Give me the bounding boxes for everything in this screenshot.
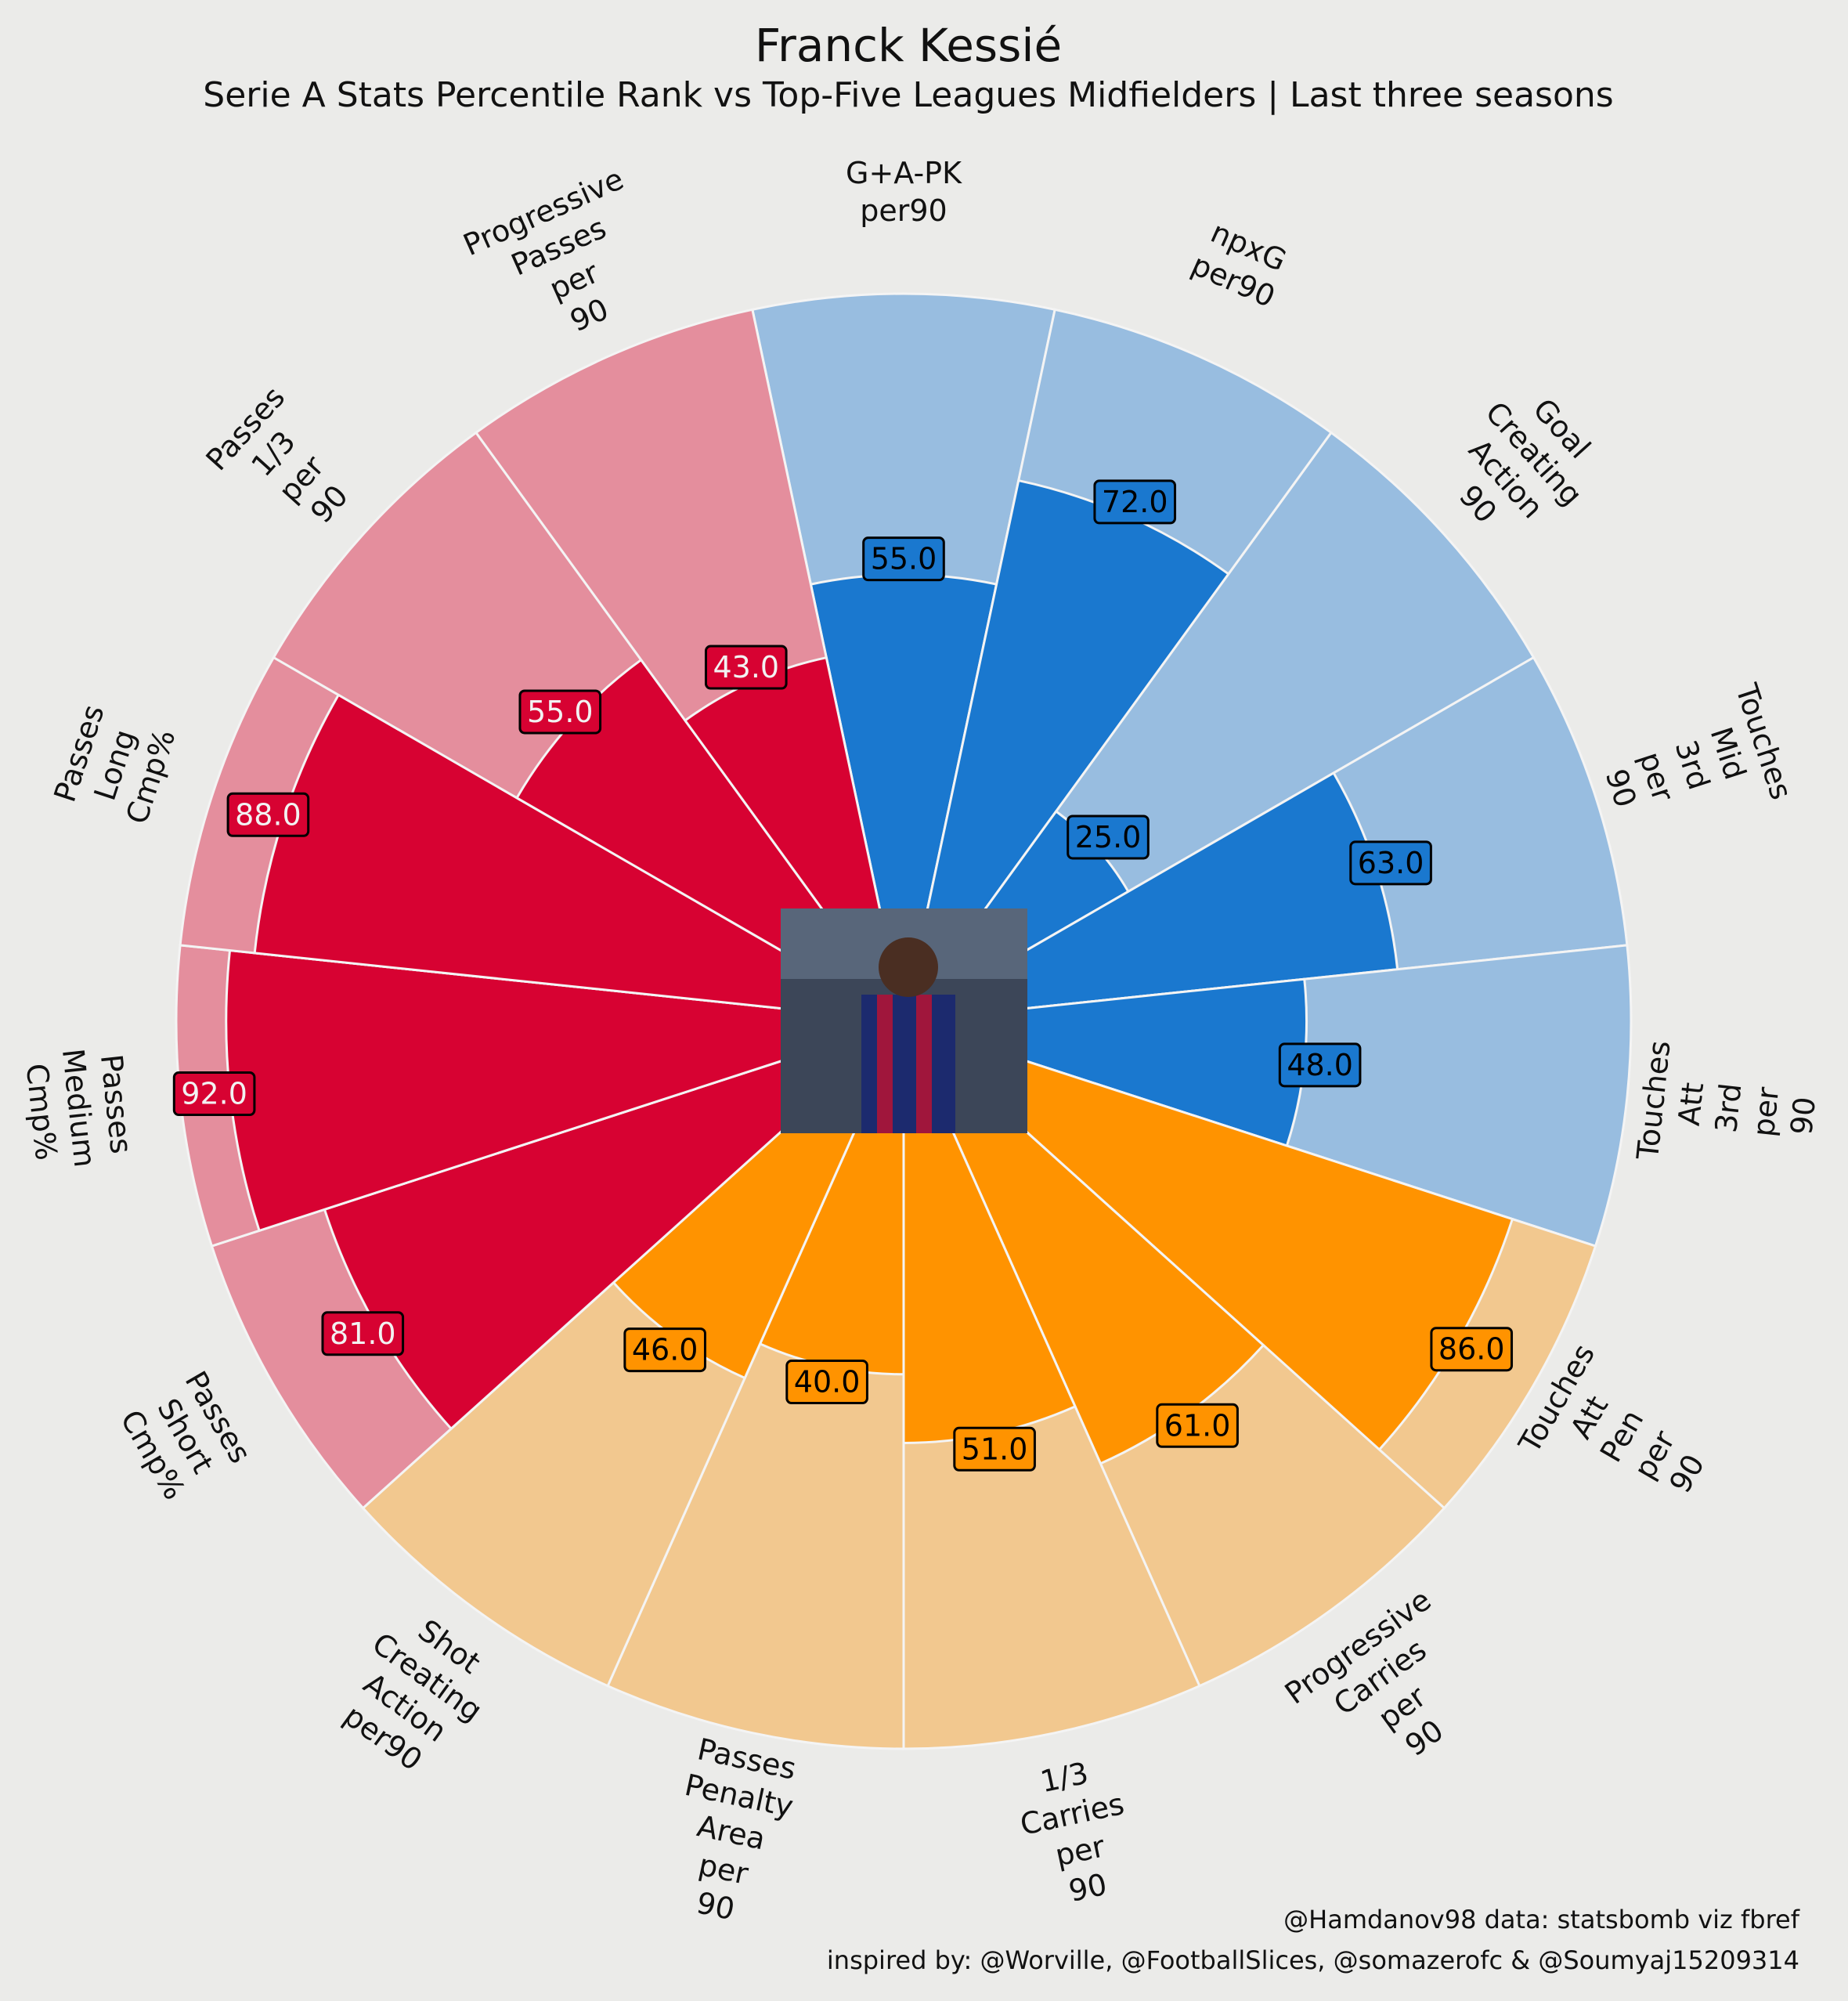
category-label-line: Att <box>1672 1081 1711 1127</box>
category-label-line: Cmp% <box>20 1062 64 1162</box>
category-label-line: G+A-PK <box>846 156 962 190</box>
value-label-box <box>1430 1327 1514 1372</box>
category-label: 1/3Carriesper90 <box>1009 1750 1142 1916</box>
category-label: TouchesMid3rdper90 <box>1586 679 1799 851</box>
photo-stripe <box>916 995 932 1133</box>
category-label: PassesPenaltyAreaper90 <box>659 1731 804 1934</box>
value-label-box <box>321 1311 405 1356</box>
category-label-line: Touches <box>1630 1039 1677 1162</box>
value-label: 25.0 <box>1067 814 1150 860</box>
value-label: 40.0 <box>785 1360 868 1405</box>
value-label: 55.0 <box>862 536 945 582</box>
category-label-line: 90 <box>694 1885 738 1927</box>
value-label-text: 40.0 <box>794 1365 861 1400</box>
category-label-line: per <box>695 1847 751 1891</box>
category-label-line: 90 <box>1599 765 1644 812</box>
value-label-text: 48.0 <box>1287 1048 1353 1082</box>
category-label-line: per <box>1052 1829 1108 1873</box>
value-label-box <box>623 1327 706 1373</box>
value-label-text: 92.0 <box>181 1077 247 1111</box>
value-label-box <box>518 689 602 735</box>
value-label-text: 86.0 <box>1438 1332 1505 1367</box>
value-label: 92.0 <box>172 1071 256 1117</box>
value-label: 55.0 <box>518 689 602 735</box>
player-photo <box>781 908 1027 1133</box>
value-label: 51.0 <box>953 1426 1036 1472</box>
value-label-box <box>226 792 310 837</box>
category-label-line: 90 <box>1784 1095 1822 1136</box>
value-label-box <box>172 1071 256 1117</box>
credit: @Hamdanov98 data: statsbomb viz fbref <box>1283 1905 1800 1934</box>
value-label-box <box>953 1426 1036 1472</box>
value-label: 81.0 <box>321 1311 405 1356</box>
value-label-text: 51.0 <box>962 1432 1028 1466</box>
category-label: GoalCreatingAction90 <box>1423 370 1617 562</box>
value-label: 72.0 <box>1093 479 1177 525</box>
value-label: 88.0 <box>226 792 310 837</box>
value-label-text: 55.0 <box>527 695 594 729</box>
value-label-text: 63.0 <box>1358 846 1424 880</box>
category-label-line: 3rd <box>1709 1082 1748 1135</box>
photo-shirt <box>861 995 955 1133</box>
chart-title: Franck Kessié <box>755 19 1062 72</box>
value-label-box <box>785 1360 868 1405</box>
category-label: npxGper90 <box>1186 213 1295 314</box>
category-label: G+A-PK per90 <box>846 156 962 228</box>
value-label-box <box>1156 1403 1239 1448</box>
value-label-box <box>862 536 945 582</box>
value-label-text: 61.0 <box>1164 1408 1231 1443</box>
value-label-text: 72.0 <box>1102 485 1168 519</box>
value-label: 86.0 <box>1430 1327 1514 1372</box>
value-label-box <box>1093 479 1177 525</box>
value-label-box <box>1067 814 1150 860</box>
category-label-line: per90 <box>860 193 947 228</box>
value-label-text: 43.0 <box>713 650 779 684</box>
value-label-text: 88.0 <box>235 797 301 832</box>
value-label-box <box>704 645 788 690</box>
value-label-text: 81.0 <box>330 1317 396 1351</box>
value-label: 43.0 <box>704 645 788 690</box>
category-label-line: Carries <box>1017 1786 1127 1842</box>
value-label-text: 55.0 <box>871 542 937 576</box>
chart-subtitle: Serie A Stats Percentile Rank vs Top-Fiv… <box>203 75 1613 115</box>
value-label: 46.0 <box>623 1327 706 1373</box>
credit: inspired by: @Worville, @FootballSlices,… <box>827 1945 1799 1975</box>
photo-head <box>879 937 938 997</box>
value-label-box <box>1349 840 1432 886</box>
value-label-text: 25.0 <box>1075 820 1142 854</box>
category-label: ShotCreatingActionper90 <box>322 1595 511 1789</box>
category-label: PassesMediumCmp% <box>18 1043 139 1173</box>
category-label-line: Passes <box>94 1053 139 1155</box>
category-label: ProgressivePassesper90 <box>458 161 674 366</box>
value-label-text: 46.0 <box>632 1333 698 1367</box>
category-label: TouchesAtt3rdper90 <box>1630 1039 1827 1178</box>
value-label-box <box>1278 1042 1362 1088</box>
category-label-line: per <box>1746 1085 1785 1139</box>
category-label: PassesShortCmp% <box>113 1365 258 1506</box>
category-label: Passes1/3per90 <box>200 380 376 552</box>
category-label: PassesLongCmp% <box>48 701 182 829</box>
slices <box>175 292 1633 1750</box>
value-label: 63.0 <box>1349 840 1432 886</box>
category-label-line: 1/3 <box>1038 1756 1092 1800</box>
value-label: 48.0 <box>1278 1042 1362 1088</box>
photo-stripe <box>877 995 893 1133</box>
value-label: 61.0 <box>1156 1403 1239 1448</box>
category-label-line: 90 <box>1066 1867 1110 1909</box>
